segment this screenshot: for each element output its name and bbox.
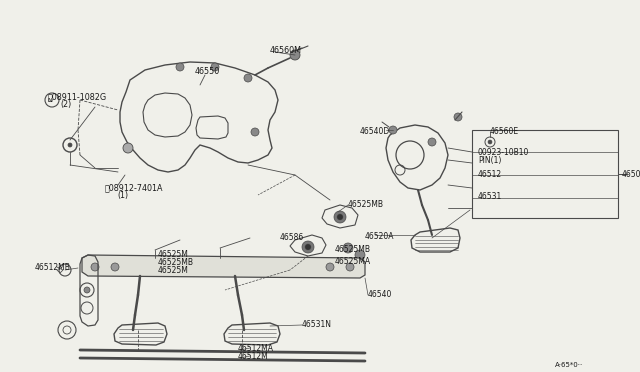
Text: ⓝ08911-1082G: ⓝ08911-1082G bbox=[48, 92, 107, 101]
Circle shape bbox=[91, 263, 99, 271]
Circle shape bbox=[334, 211, 346, 223]
Text: (1): (1) bbox=[117, 191, 128, 200]
Circle shape bbox=[244, 74, 252, 82]
Circle shape bbox=[68, 143, 72, 147]
Circle shape bbox=[111, 263, 119, 271]
Circle shape bbox=[337, 214, 343, 220]
Text: 46586: 46586 bbox=[280, 233, 304, 242]
Polygon shape bbox=[82, 255, 365, 278]
Text: 46525M: 46525M bbox=[158, 250, 189, 259]
Text: PIN(1): PIN(1) bbox=[478, 156, 501, 165]
Text: 46540: 46540 bbox=[368, 290, 392, 299]
Circle shape bbox=[305, 244, 311, 250]
Text: N: N bbox=[47, 97, 52, 103]
Circle shape bbox=[389, 126, 397, 134]
Text: (2): (2) bbox=[60, 100, 71, 109]
Circle shape bbox=[123, 143, 133, 153]
Circle shape bbox=[211, 63, 219, 71]
Circle shape bbox=[343, 243, 353, 253]
Text: 46560E: 46560E bbox=[490, 127, 519, 136]
Circle shape bbox=[251, 128, 259, 136]
Text: 46512MA: 46512MA bbox=[238, 344, 274, 353]
Text: ⓝ08912-7401A: ⓝ08912-7401A bbox=[105, 183, 163, 192]
Text: 46512MB: 46512MB bbox=[35, 263, 71, 272]
Circle shape bbox=[454, 113, 462, 121]
Circle shape bbox=[488, 140, 492, 144]
Text: 46540D: 46540D bbox=[360, 127, 390, 136]
Text: 46560M: 46560M bbox=[270, 46, 302, 55]
Circle shape bbox=[84, 287, 90, 293]
Text: 46531N: 46531N bbox=[302, 320, 332, 329]
Text: 46501: 46501 bbox=[622, 170, 640, 179]
Text: 46520A: 46520A bbox=[365, 232, 394, 241]
Circle shape bbox=[302, 241, 314, 253]
Bar bbox=[472, 130, 618, 218]
Text: 46525MB: 46525MB bbox=[335, 245, 371, 254]
Circle shape bbox=[346, 263, 354, 271]
Text: 46525M: 46525M bbox=[158, 266, 189, 275]
Circle shape bbox=[428, 138, 436, 146]
Circle shape bbox=[326, 263, 334, 271]
Text: A·65*0··: A·65*0·· bbox=[555, 362, 583, 368]
Text: 46525MA: 46525MA bbox=[335, 257, 371, 266]
Text: 46525MB: 46525MB bbox=[158, 258, 194, 267]
Circle shape bbox=[290, 50, 300, 60]
Text: 00923-10B10: 00923-10B10 bbox=[478, 148, 529, 157]
Text: 46512M: 46512M bbox=[238, 352, 269, 361]
Text: 46525MB: 46525MB bbox=[348, 200, 384, 209]
Text: 46512: 46512 bbox=[478, 170, 502, 179]
Text: 46550: 46550 bbox=[195, 67, 220, 76]
Circle shape bbox=[176, 63, 184, 71]
Circle shape bbox=[355, 250, 365, 260]
Text: 46531: 46531 bbox=[478, 192, 502, 201]
